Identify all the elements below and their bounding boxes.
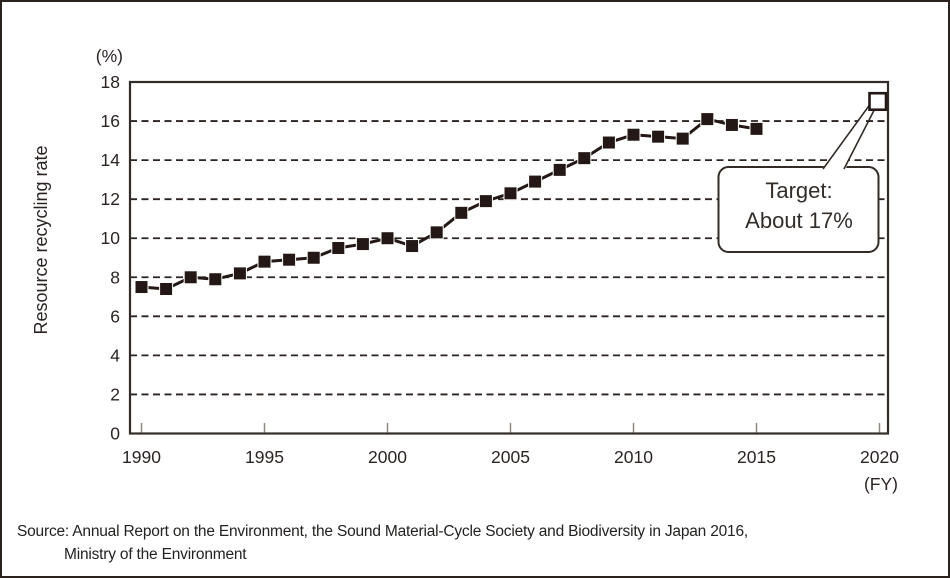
y-tick-label: 0 <box>110 424 120 444</box>
x-tick-label: 2010 <box>614 447 653 467</box>
x-tick-label: 1995 <box>245 447 284 467</box>
plot-area-border <box>128 80 890 435</box>
y-tick-label: 12 <box>101 189 120 209</box>
data-point-marker <box>601 135 616 150</box>
callout-tail-edge <box>843 106 877 170</box>
y-tick-label: 2 <box>110 384 120 404</box>
x-tick-label: 2000 <box>368 447 407 467</box>
data-point-marker <box>651 129 666 144</box>
data-point-marker <box>331 240 346 255</box>
data-point-marker <box>503 186 518 201</box>
data-point-marker <box>355 237 370 252</box>
target-callout: Target: About 17% <box>717 102 880 253</box>
y-tick-label: 18 <box>101 72 120 92</box>
source-note-line2: Ministry of the Environment <box>64 545 247 563</box>
data-point-marker <box>208 272 223 287</box>
target-marker-group <box>868 91 888 112</box>
data-point-marker <box>478 194 493 209</box>
y-axis-unit-label: (%) <box>96 46 123 66</box>
x-axis-ticks <box>140 423 881 433</box>
y-axis-tick-labels: 0 2 4 6 8 10 12 14 16 18 <box>101 72 121 444</box>
callout-bubble <box>717 166 880 253</box>
data-point-marker <box>405 239 420 254</box>
x-tick-label: 2015 <box>737 447 776 467</box>
callout-text-line1: Target: <box>765 178 832 203</box>
gridlines <box>130 120 888 396</box>
resource-recycling-rate-chart: 0 2 4 6 8 10 12 14 16 18 1990 1995 2000 2005 2010 2015… <box>31 46 899 494</box>
data-point-marker <box>380 231 395 246</box>
data-point-marker <box>282 252 297 267</box>
target-marker <box>868 91 888 112</box>
data-point-marker <box>626 127 641 142</box>
data-point-marker <box>134 280 149 295</box>
y-tick-label: 16 <box>101 111 120 131</box>
y-tick-label: 6 <box>110 306 120 326</box>
callout-text-line2: About 17% <box>745 208 853 233</box>
x-tick-label: 2005 <box>491 447 530 467</box>
source-note: Source: Annual Report on the Environment… <box>17 521 748 566</box>
y-tick-label: 14 <box>101 150 121 170</box>
y-tick-label: 8 <box>110 267 120 287</box>
data-point-marker <box>675 131 690 146</box>
y-axis-title: Resource recycling rate <box>31 145 51 334</box>
data-point-marker <box>306 250 321 265</box>
y-tick-label: 4 <box>110 345 120 365</box>
source-note-line1: Source: Annual Report on the Environment… <box>17 523 748 540</box>
data-point-marker <box>528 174 543 189</box>
data-point-marker <box>552 162 567 177</box>
x-axis-unit-label: (FY) <box>864 474 898 494</box>
data-point-marker <box>577 151 592 166</box>
x-tick-label: 1990 <box>122 447 161 467</box>
data-point-marker <box>454 205 469 220</box>
data-series <box>134 112 764 296</box>
data-point-marker <box>257 254 272 269</box>
data-point-marker <box>232 266 247 281</box>
y-tick-label: 10 <box>101 228 121 248</box>
data-point-marker <box>700 112 715 127</box>
data-point-marker <box>183 270 198 285</box>
data-point-marker <box>724 117 739 132</box>
data-point-marker <box>429 225 444 240</box>
data-point-marker <box>159 281 174 296</box>
callout-tail-edge <box>822 102 872 170</box>
x-tick-label: 2020 <box>860 447 899 467</box>
data-point-marker <box>749 121 764 136</box>
x-axis-tick-labels: 1990 1995 2000 2005 2010 2015 2020 <box>122 447 899 467</box>
series-line <box>141 117 757 291</box>
